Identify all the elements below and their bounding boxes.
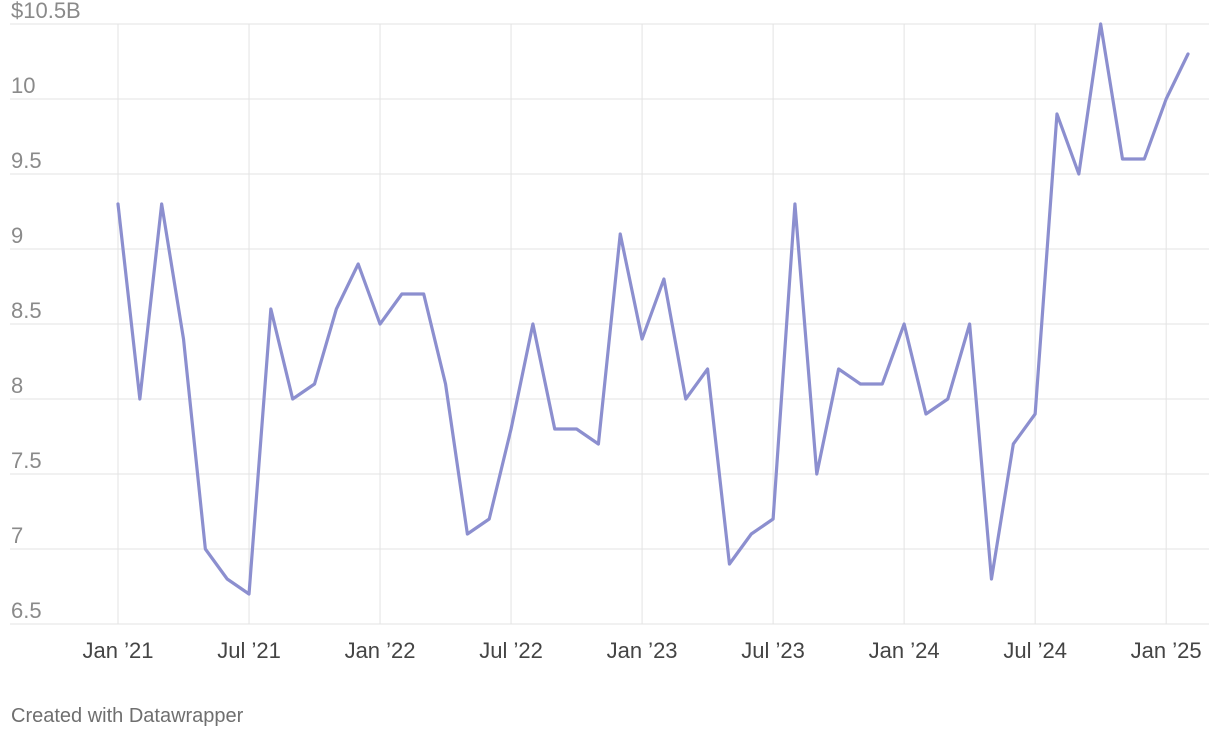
data-point <box>487 517 491 521</box>
y-tick-label: 9.5 <box>11 148 42 173</box>
x-tick-label: Jul ’21 <box>217 638 281 663</box>
y-axis-tick-labels: $10.5B 10 9.5 9 8.5 8 7.5 7 6.5 <box>11 0 81 623</box>
x-tick-label: Jul ’24 <box>1003 638 1067 663</box>
data-point <box>880 382 884 386</box>
data-point <box>116 202 120 206</box>
data-point <box>1033 412 1037 416</box>
data-point <box>531 322 535 326</box>
x-tick-label: Jan ’23 <box>607 638 678 663</box>
data-point <box>553 427 557 431</box>
data-point <box>182 337 186 341</box>
x-tick-label: Jul ’23 <box>741 638 805 663</box>
data-point <box>684 397 688 401</box>
data-point <box>968 322 972 326</box>
y-tick-label: 6.5 <box>11 598 42 623</box>
data-point <box>749 532 753 536</box>
data-point <box>618 232 622 236</box>
data-point <box>291 397 295 401</box>
series-line <box>116 22 1190 596</box>
data-point <box>1164 97 1168 101</box>
x-gridlines <box>117 24 1167 624</box>
data-point <box>247 592 251 596</box>
y-tick-label: 7.5 <box>11 448 42 473</box>
data-point <box>444 382 448 386</box>
data-point <box>334 307 338 311</box>
y-tick-label: 10 <box>11 73 35 98</box>
y-tick-label: 7 <box>11 523 23 548</box>
y-tick-label: $10.5B <box>11 0 81 23</box>
x-tick-label: Jan ’22 <box>345 638 416 663</box>
data-point <box>793 202 797 206</box>
data-point <box>924 412 928 416</box>
data-point <box>1186 52 1190 56</box>
y-tick-label: 8.5 <box>11 298 42 323</box>
x-tick-label: Jul ’22 <box>479 638 543 663</box>
data-point <box>160 202 164 206</box>
y-tick-label: 8 <box>11 373 23 398</box>
data-point <box>465 532 469 536</box>
y-tick-label: 9 <box>11 223 23 248</box>
x-tick-label: Jan ’21 <box>83 638 154 663</box>
data-point <box>1055 112 1059 116</box>
data-point <box>203 547 207 551</box>
data-point <box>269 307 273 311</box>
data-point <box>356 262 360 266</box>
data-point <box>946 397 950 401</box>
x-tick-label: Jan ’25 <box>1131 638 1202 663</box>
data-point <box>902 322 906 326</box>
data-point <box>138 397 142 401</box>
data-point <box>1120 157 1124 161</box>
data-point <box>837 367 841 371</box>
data-point <box>858 382 862 386</box>
data-point <box>400 292 404 296</box>
data-point <box>1077 172 1081 176</box>
data-point <box>815 472 819 476</box>
data-point <box>1142 157 1146 161</box>
data-point <box>706 367 710 371</box>
data-point <box>225 577 229 581</box>
data-point <box>596 442 600 446</box>
data-point <box>575 427 579 431</box>
data-point <box>640 337 644 341</box>
data-point <box>313 382 317 386</box>
data-point <box>509 427 513 431</box>
data-point <box>771 517 775 521</box>
x-tick-label: Jan ’24 <box>869 638 940 663</box>
data-point <box>1011 442 1015 446</box>
data-point <box>989 577 993 581</box>
data-point <box>662 277 666 281</box>
data-point <box>378 322 382 326</box>
x-axis-tick-labels: Jan ’21 Jul ’21 Jan ’22 Jul ’22 Jan ’23 Jul ’… <box>83 638 1202 663</box>
data-point <box>422 292 426 296</box>
data-point <box>1099 22 1103 26</box>
series-layer <box>116 22 1190 596</box>
data-point <box>727 562 731 566</box>
datawrapper-credit: Created with Datawrapper <box>11 705 244 727</box>
